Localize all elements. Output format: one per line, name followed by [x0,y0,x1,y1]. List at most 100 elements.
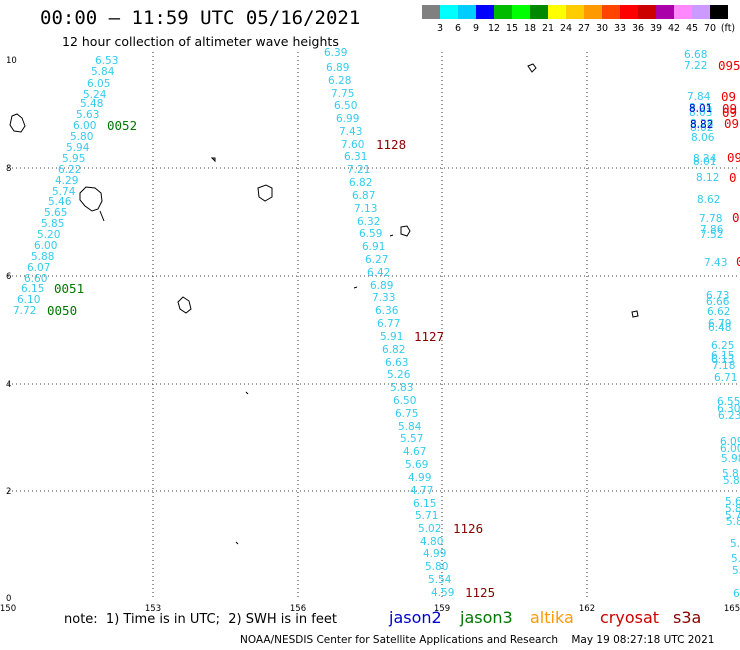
swh-value: 6.91 [362,241,385,253]
island [353,286,358,289]
swh-value: 5.80 [70,131,93,143]
swh-value: 8.02 [690,122,713,134]
swh-value: 8.01 [693,156,716,168]
swh-value: 6.89 [370,280,393,292]
swh-value: 7.52 [700,229,723,241]
scale-label: 39 [649,23,663,34]
island [99,210,105,222]
swh-value: 7.72 [13,305,36,317]
swh-value: 7.60 [341,139,364,151]
swh-value: 5.91 [380,331,403,343]
island [389,234,394,237]
scale-swatch [566,5,584,19]
scale-swatch [422,5,440,19]
scale-swatch [710,5,728,19]
swh-value: 5.65 [44,207,67,219]
swh-value: 5.84 [91,66,115,78]
swh-value: 7.22 [684,60,707,72]
pass-time-label: 09 [724,116,739,131]
map-subtitle: 12 hour collection of altimeter wave hei… [62,34,339,49]
scale-label: 15 [505,23,519,34]
island [235,541,239,545]
swh-value: 6.82 [382,344,405,356]
swh-value: 5.69 [405,459,428,471]
scale-swatch [458,5,476,19]
swh-value: 6.23 [718,410,740,422]
swh-value: 6.71 [714,372,737,384]
swh-value: 8.06 [691,132,715,144]
swh-value: 6.48 [708,322,731,334]
scale-label: (ft) [720,23,736,34]
scale-swatch [620,5,638,19]
swh-value: 7.78 [699,213,722,225]
scale-swatch [476,5,494,19]
swh-value: 6.42 [367,267,390,279]
swh-value: 5.71 [415,510,438,522]
x-tick-label: 153 [145,604,161,614]
swh-value: 6.07 [27,262,50,274]
island [257,184,273,202]
x-tick-label: 162 [579,604,595,614]
swh-value: 6.05 [87,78,110,90]
swh-value: 6.27 [365,254,388,266]
swh-value: 6.59 [359,228,382,240]
scale-label: 42 [667,23,681,34]
swh-value: 5.83 [390,382,413,394]
swh-value: 6.10 [17,294,40,306]
swh-value: 6.22 [58,164,81,176]
swh-value: 6.30 [717,403,740,415]
pass-time-label: 0052 [107,118,137,133]
swh-value: 7.13 [354,203,377,215]
scale-swatch [440,5,458,19]
swh-value: 6.00 [34,240,57,252]
pass-time-label: 09 [721,89,736,104]
scale-label: 6 [454,23,462,34]
pass-time-label: 09 [722,101,737,116]
swh-value: 7.43 [339,126,362,138]
swh-value: 5.48 [80,98,103,110]
swh-value: 5.8 [723,475,740,487]
swh-value: 5.8 [726,516,740,528]
swh-value: 6.82 [349,177,372,189]
pass-time-label: 0 [736,254,740,269]
swh-value: 4.99 [423,548,446,560]
scale-label: 9 [472,23,480,34]
pass-time-label: 095 [718,58,740,73]
island [527,63,537,73]
swh-value: 6.79 [708,318,731,330]
island [631,310,639,318]
scale-label: 12 [487,23,501,34]
swh-value: 4.29 [55,175,78,187]
swh-value: 7.75 [331,88,354,100]
swh-value: 5. [731,553,740,565]
swh-value: 6.89 [326,62,349,74]
swh-value: 5.8 [722,468,739,480]
swh-value: 5.84 [398,421,422,433]
island [177,296,192,314]
pass-time-label: 0 [729,170,737,185]
island [245,391,249,395]
scale-swatch [656,5,674,19]
x-tick-label: 159 [434,604,450,614]
y-axis-ticks: 0 2 4 6 8 10 [6,56,17,604]
swh-value: 5.57 [400,433,423,445]
swh-value: 6.75 [395,408,418,420]
swh-value: 6.00 [720,443,740,455]
island [400,225,411,237]
swh-value: 5.8 [725,503,740,515]
swh-value: 8.28 [690,118,713,130]
swh-value: 6.09 [720,436,740,448]
swh-value: 6.50 [393,395,416,407]
swh-value: 5.63 [76,109,99,121]
x-tick-label: 165 [724,604,740,614]
swh-value: 5.6 [725,496,740,508]
pass-time-label: 1128 [376,137,406,152]
swh-value: 6.28 [328,75,351,87]
swh-value: 6.15 [413,498,436,510]
island [79,186,103,212]
scale-label: 30 [595,23,609,34]
pass-time-label: 09 [727,150,740,165]
swh-value: 8.01 [689,103,712,115]
scale-label: 18 [523,23,537,34]
